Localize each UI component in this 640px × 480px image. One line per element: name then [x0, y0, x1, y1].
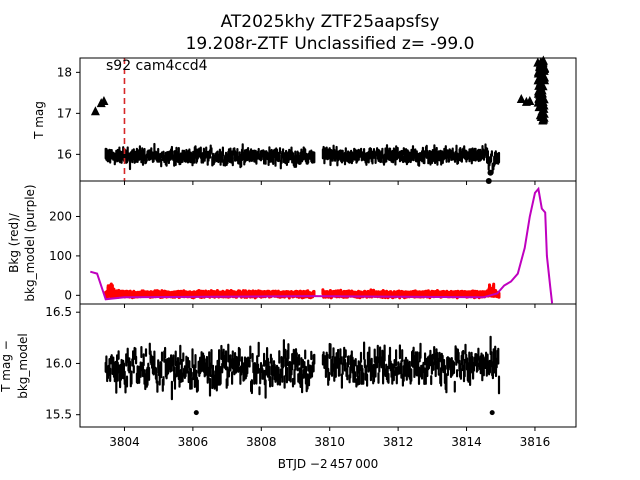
x-tick-label: 3808	[246, 435, 277, 449]
y-tick-label: 16.0	[45, 356, 72, 370]
upper-limit-marker	[538, 55, 548, 65]
residual-panel-ylabel-line1: T mag −	[0, 340, 13, 393]
upper-limit-marker	[540, 72, 550, 82]
residual-point-outlier	[193, 410, 199, 416]
background-panel-yticks: 0 100 200	[49, 209, 80, 302]
mag-panel-marks	[90, 55, 550, 184]
background-panel-ylabel-line1: Bkg (red)/	[7, 212, 21, 273]
upper-limit-marker	[537, 106, 547, 116]
x-tick-label: 3810	[314, 435, 345, 449]
chart-title-line1: AT2025khy ZTF25aapsfsy	[221, 12, 440, 32]
mag-panel-yticks: 16 17 18	[57, 65, 80, 161]
residual-panel-ylabel-line2: bkg_model	[16, 333, 30, 399]
residual-panel-frame	[79, 303, 577, 428]
residual-panel: 15.5 16.0 16.5 T mag − bkg_model	[0, 303, 577, 428]
x-axis-label: BTJD −2 457 000	[278, 457, 378, 471]
mag-points-segment-0	[104, 142, 316, 171]
x-tick-label: 3804	[109, 435, 140, 449]
upper-limit-marker	[90, 106, 100, 116]
upper-limit-marker	[516, 94, 526, 103]
residual-points-segment-1	[321, 335, 501, 395]
residual-panel-yticks: 15.5 16.0 16.5	[45, 305, 80, 422]
y-tick-label: 16	[57, 147, 72, 161]
y-tick-label: 100	[49, 249, 72, 263]
chart-title-line2: 19.208r-ZTF Unclassified z= -99.0	[186, 34, 475, 54]
residual-point-outlier	[489, 410, 495, 416]
upper-limit-marker	[535, 87, 545, 97]
mag-panel-frame	[79, 57, 577, 182]
y-tick-label: 18	[57, 65, 72, 79]
x-tick-label: 3812	[383, 435, 414, 449]
y-tick-label: 200	[49, 209, 72, 223]
mag-point-outlier	[487, 169, 494, 176]
background-panel-marks	[90, 186, 554, 304]
x-tick-label: 3814	[451, 435, 482, 449]
mag-points-segment-2	[486, 150, 501, 174]
upper-limit-marker	[538, 81, 548, 91]
mag-panel: 16 17 18 s92 cam4ccd4 T mag	[32, 55, 577, 184]
background-model-line	[90, 186, 554, 304]
mag-points-segment-1	[321, 143, 489, 167]
background-panel: 0 100 200 Bkg (red)/ bkg_model (purple)	[7, 180, 577, 305]
mag-panel-ylabel: T mag	[32, 101, 46, 140]
mag-panel-annotation: s92 cam4ccd4	[106, 58, 208, 74]
residual-points-segment-0	[104, 339, 316, 401]
x-tick-label: 3816	[520, 435, 551, 449]
upper-limit-marker	[538, 115, 548, 125]
upper-limit-marker	[525, 96, 535, 106]
upper-limit-marker	[538, 96, 548, 106]
upper-limit-marker	[533, 75, 543, 85]
residual-panel-marks	[104, 335, 501, 416]
background-panel-ylabel-line2: bkg_model (purple)	[23, 184, 37, 301]
y-tick-label: 16.5	[45, 305, 72, 319]
upper-limit-marker	[99, 96, 109, 106]
background-panel-frame	[79, 180, 577, 305]
y-tick-label: 17	[57, 106, 72, 120]
y-tick-label: 0	[64, 288, 72, 302]
y-tick-label: 15.5	[45, 408, 72, 422]
upper-limit-marker	[533, 68, 543, 78]
x-tick-label: 3806	[178, 435, 209, 449]
x-axis-ticks: 3804 3806 3808 3810 3812 3814 3816	[109, 181, 550, 449]
